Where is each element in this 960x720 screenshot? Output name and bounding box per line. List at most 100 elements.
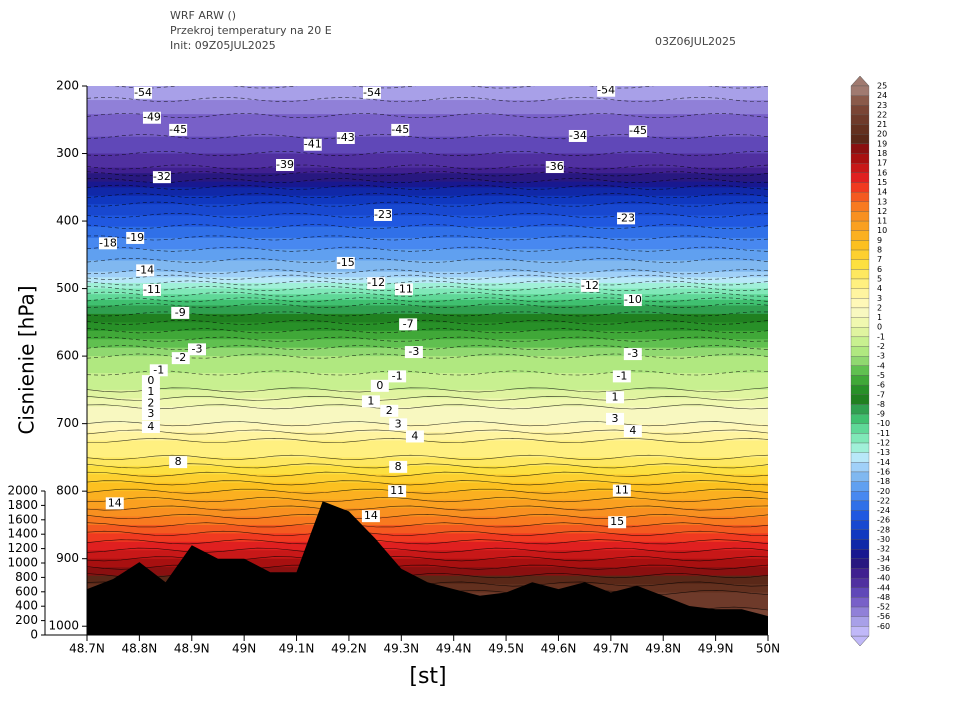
y2-tick-label: 400 [15,599,38,613]
colorbar-label: -60 [877,622,890,631]
field-band [87,254,768,259]
init-time: Init: 09Z05JUL2025 [170,39,276,52]
colorbar-box [850,163,870,173]
colorbar-label: 16 [877,168,887,177]
field-band [87,274,768,278]
colorbar-box [850,365,870,376]
field-band [87,111,768,115]
contour-label-bg [612,484,631,497]
colorbar-label: -52 [877,603,890,612]
colorbar-box [850,471,870,482]
field-band [87,108,768,112]
contour-label-bg [404,346,423,359]
chart-subtitle: Przekroj temperatury na 20 E [170,24,332,37]
colorbar-box [850,336,870,347]
field-band [87,252,768,256]
colorbar-box [850,124,870,135]
colorbar-box [850,356,870,366]
contour-label: -1 [616,369,627,382]
colorbar-label: 1 [877,313,882,322]
colorbar-box [850,500,870,511]
field-band [87,412,768,416]
field-band [87,218,768,222]
contour-label-bg [134,86,153,99]
colorbar-label: 3 [877,294,882,303]
contour-line [87,404,768,410]
contour-label-bg [580,279,599,292]
contour-line [87,201,768,207]
contour-line [87,463,768,469]
colorbar-label: -18 [877,477,890,486]
field-band [87,325,768,329]
field-band [87,263,768,267]
field-band [87,145,768,149]
field-band [87,161,768,166]
contour-label-bg [149,364,168,377]
colorbar-box [850,288,870,299]
colorbar-box [850,201,870,212]
field-band [87,567,768,571]
colorbar-box [850,520,870,531]
contour-label-bg [367,277,386,290]
field-band [87,327,768,332]
contour-label: 0 [376,379,383,392]
contour-label: -1 [153,363,164,376]
colorbar-box [850,577,870,588]
x-tick-label: 49.1N [279,642,315,656]
contour-label-bg [276,159,295,172]
contour-label: -23 [374,208,392,221]
field-band [87,344,768,349]
contour-label-bg [606,412,625,425]
field-band [87,305,768,309]
colorbar-label: 2 [877,303,882,312]
field-band [87,190,768,194]
field-band [87,403,768,408]
x-tick-label: 49.9N [698,642,734,656]
field-band [87,128,768,132]
contour-label: -23 [617,211,635,224]
colorbar-label: -7 [877,390,885,399]
contour-label-bg [623,425,642,438]
field-band [87,448,768,453]
field-band [87,375,768,380]
colorbar-label: -14 [877,458,890,467]
colorbar-label: 23 [877,101,887,110]
colorbar-box [850,105,870,116]
contour-label: 1 [147,385,154,398]
x-tick-label: 49.3N [383,642,419,656]
terrain [87,501,768,635]
field-band [87,212,768,217]
y2-tick-label: 800 [15,570,38,584]
x-tick-label: 48.9N [174,642,210,656]
y2-tick-label: 1800 [7,498,38,512]
contour-line [87,96,768,102]
contour-label: 0 [147,374,154,387]
contour-label-bg [405,430,424,443]
field-band [87,508,768,512]
field-band [87,378,768,383]
colorbar-box [850,568,870,579]
contour-label: 11 [390,484,404,497]
colorbar-label: -26 [877,516,890,525]
contour-label-bg [623,294,642,307]
field-band [87,522,768,526]
field-band [87,246,768,250]
colorbar-label: -6 [877,381,885,390]
field-band [87,268,768,273]
contour-line [87,454,768,460]
contour-label-bg [597,86,616,97]
contour-label-bg [608,516,627,529]
field-band [87,297,768,301]
field-band [87,86,768,90]
colorbar-label: -28 [877,525,890,534]
contour-label: -45 [629,124,647,137]
field-band [87,555,768,560]
contour-label: -43 [337,131,355,144]
field-band [87,181,768,186]
colorbar-label: -1 [877,332,885,341]
colorbar-label: 13 [877,197,887,206]
field-band [87,229,768,233]
contour-line [87,286,768,292]
contour-label-bg [142,111,161,124]
contour-label-bg [336,256,355,269]
